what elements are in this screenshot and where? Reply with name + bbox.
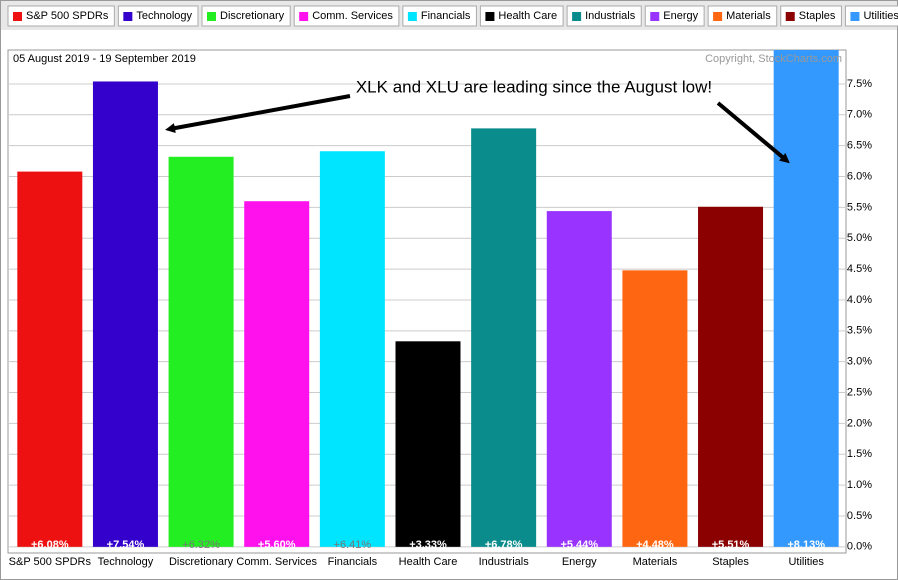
legend-swatch [713,12,723,21]
y-tick-label: 3.5% [847,325,872,337]
y-tick-label: 5.5% [847,201,872,213]
legend-label: Financials [421,10,471,22]
x-tick-label: Materials [633,556,678,568]
legend-label: Discretionary [220,10,285,22]
legend-swatch [785,12,795,21]
legend-item [566,5,642,27]
legend-swatch [123,12,133,21]
x-tick-label: Utilities [788,556,824,568]
y-tick-label: 7.5% [847,78,872,90]
x-tick-label: Health Care [399,556,458,568]
legend-swatch [299,12,309,21]
value-label: +8.13% [787,539,825,551]
y-tick-label: 6.5% [847,140,872,152]
bar [471,128,537,547]
legend-item [402,5,477,27]
annotation: XLK and XLU are leading since the August… [356,77,712,96]
subtitle: 05 August 2019 - 19 September 2019 [13,53,196,65]
value-label: +5.60% [258,539,296,551]
value-label: +6.78% [485,539,523,551]
value-label: +6.32% [182,539,220,551]
bar [395,341,461,547]
x-tick-label: S&P 500 SPDRs [9,556,92,568]
bar [244,201,310,547]
y-tick-label: 7.0% [847,109,872,121]
legend-item [780,5,842,27]
legend-item [707,5,778,27]
legend-swatch [485,12,495,21]
legend-label: S&P 500 SPDRs [26,10,109,22]
y-tick-label: 0.5% [847,510,872,522]
value-label: +3.33% [409,539,447,551]
bars [17,50,839,547]
bar [698,206,764,547]
legend-swatch [572,12,582,21]
arrow [165,94,351,134]
bar [773,50,839,547]
bar [168,156,234,547]
bar [92,81,158,547]
y-tick-label: 1.0% [847,479,872,491]
legend-label: Energy [663,10,698,22]
value-label: +7.54% [107,539,145,551]
bar [622,270,688,547]
legend-item [644,5,705,27]
y-tick-label: 0.0% [847,541,872,553]
y-tick-label: 4.5% [847,263,872,275]
legend: S&P 500 SPDRs Technology Discretionary Comm… [7,5,898,27]
bar [319,151,385,547]
value-label: +6.41% [334,539,372,551]
labels: 0.0% 0.5% 1.0% 1.5% 2.0% 2.5% 3.0% 3.5% 4.0% 4.5%… [9,78,873,568]
legend-label: Health Care [498,10,557,22]
legend-label: Comm. Services [312,10,393,22]
legend-item [479,5,564,27]
copyright: Copyright, StockCharts.com [705,53,842,65]
x-tick-label: Staples [712,556,749,568]
y-tick-label: 3.0% [847,356,872,368]
legend-item [7,5,115,27]
y-tick-label: 6.0% [847,170,872,182]
value-label: +5.51% [712,539,750,551]
x-tick-label: Energy [562,556,597,568]
value-label: +5.44% [560,539,598,551]
legend-swatch [13,12,22,21]
legend-label: Utilities [863,10,898,22]
legend-swatch [650,12,660,21]
bar [546,211,612,547]
x-tick-label: Comm. Services [236,556,317,568]
legend-item [201,5,291,27]
y-tick-label: 5.0% [847,232,872,244]
legend-item [293,5,400,27]
x-tick-label: Technology [98,556,154,568]
value-label: +4.48% [636,539,674,551]
legend-label: Staples [799,10,836,22]
x-tick-label: Financials [328,556,378,568]
legend-label: Technology [136,10,192,22]
value-label: +6.08% [31,539,69,551]
y-tick-label: 4.0% [847,294,872,306]
legend-label: Industrials [585,10,636,22]
x-tick-label: Discretionary [169,556,234,568]
arrow [716,101,790,164]
x-tick-label: Industrials [479,556,530,568]
legend-item [117,5,199,27]
y-tick-label: 2.5% [847,386,872,398]
y-tick-label: 1.5% [847,448,872,460]
legend-label: Materials [726,10,771,22]
legend-swatch [207,12,216,21]
y-tick-label: 2.0% [847,417,872,429]
bar [17,171,83,547]
legend-swatch [407,12,417,21]
legend-swatch [850,12,860,21]
